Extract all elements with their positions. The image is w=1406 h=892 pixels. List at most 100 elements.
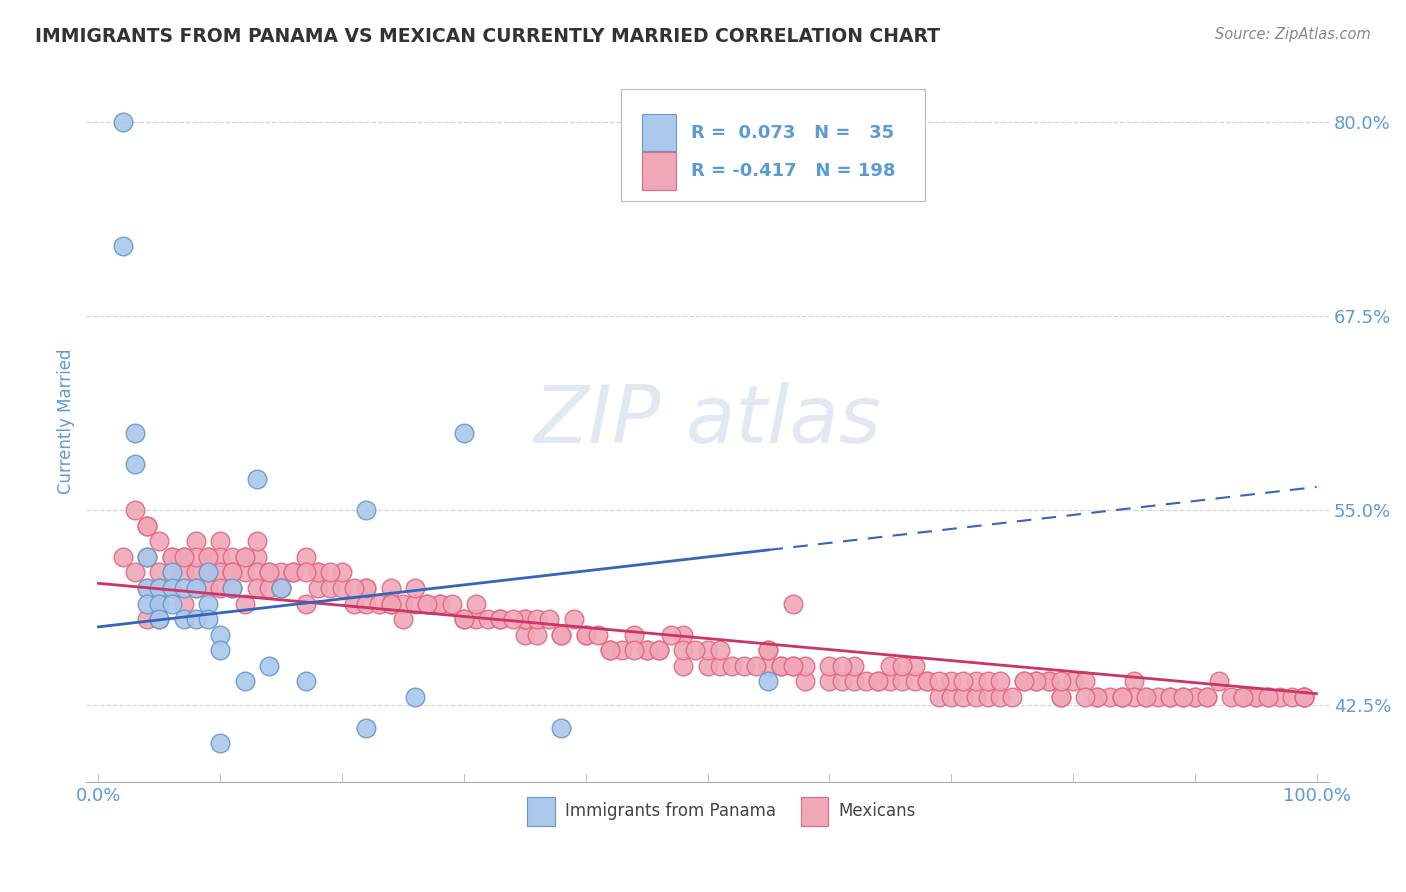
Point bbox=[392, 597, 415, 611]
Point bbox=[197, 566, 219, 580]
Point bbox=[1294, 690, 1316, 704]
Point bbox=[1195, 690, 1218, 704]
Point bbox=[429, 597, 451, 611]
Point bbox=[173, 612, 195, 626]
Point bbox=[1184, 690, 1206, 704]
Point bbox=[721, 658, 744, 673]
Point bbox=[1294, 690, 1316, 704]
Point bbox=[1111, 690, 1133, 704]
Point bbox=[1281, 690, 1303, 704]
Point bbox=[173, 581, 195, 595]
Point bbox=[330, 581, 353, 595]
Point bbox=[209, 627, 232, 641]
Point bbox=[197, 612, 219, 626]
Point bbox=[453, 612, 475, 626]
Point bbox=[1171, 690, 1194, 704]
Point bbox=[709, 643, 731, 657]
Point bbox=[904, 674, 927, 689]
Point bbox=[356, 503, 378, 517]
Point bbox=[489, 612, 512, 626]
Point bbox=[1085, 690, 1108, 704]
Point bbox=[1038, 674, 1060, 689]
Point bbox=[148, 597, 170, 611]
Point bbox=[648, 643, 671, 657]
Point bbox=[148, 612, 170, 626]
Point bbox=[928, 674, 950, 689]
Point bbox=[257, 658, 280, 673]
Point bbox=[758, 643, 780, 657]
Point bbox=[270, 566, 292, 580]
Point bbox=[294, 674, 316, 689]
Point bbox=[453, 612, 475, 626]
Point bbox=[246, 581, 269, 595]
Point bbox=[1111, 690, 1133, 704]
Point bbox=[550, 627, 572, 641]
Point bbox=[745, 658, 768, 673]
Point bbox=[1184, 690, 1206, 704]
Point bbox=[599, 643, 621, 657]
Point bbox=[1244, 690, 1267, 704]
Point bbox=[586, 627, 609, 641]
Point bbox=[794, 658, 817, 673]
Point bbox=[136, 597, 159, 611]
Point bbox=[794, 674, 817, 689]
Point bbox=[246, 534, 269, 549]
Point bbox=[380, 597, 402, 611]
Point bbox=[502, 612, 524, 626]
Point bbox=[623, 643, 645, 657]
Point bbox=[575, 627, 598, 641]
Point bbox=[160, 566, 183, 580]
Point bbox=[891, 658, 914, 673]
Point bbox=[1049, 690, 1071, 704]
Point bbox=[184, 581, 207, 595]
Point bbox=[307, 581, 329, 595]
Point bbox=[1012, 674, 1035, 689]
Point bbox=[818, 658, 841, 673]
Point bbox=[733, 658, 755, 673]
Point bbox=[1012, 674, 1035, 689]
Point bbox=[562, 612, 585, 626]
Point bbox=[1147, 690, 1170, 704]
Point bbox=[769, 658, 792, 673]
Point bbox=[257, 566, 280, 580]
Point bbox=[367, 597, 389, 611]
Point bbox=[782, 658, 804, 673]
Point bbox=[160, 597, 183, 611]
Point bbox=[148, 612, 170, 626]
Point bbox=[636, 643, 658, 657]
Bar bbox=[800, 797, 828, 826]
Point bbox=[160, 566, 183, 580]
Point bbox=[148, 534, 170, 549]
Point bbox=[111, 115, 134, 129]
Point bbox=[1294, 690, 1316, 704]
Point bbox=[173, 549, 195, 564]
Point bbox=[988, 690, 1011, 704]
Point bbox=[696, 643, 718, 657]
Point bbox=[160, 581, 183, 595]
Point bbox=[283, 566, 305, 580]
Point bbox=[184, 534, 207, 549]
Point bbox=[356, 721, 378, 735]
Bar bbox=[641, 153, 676, 190]
Point bbox=[429, 597, 451, 611]
Point bbox=[136, 549, 159, 564]
Point bbox=[136, 519, 159, 533]
Point bbox=[1074, 674, 1097, 689]
Point bbox=[148, 581, 170, 595]
FancyBboxPatch shape bbox=[620, 88, 925, 201]
Text: Immigrants from Panama: Immigrants from Panama bbox=[565, 802, 776, 820]
Point bbox=[160, 549, 183, 564]
Point bbox=[283, 566, 305, 580]
Text: IMMIGRANTS FROM PANAMA VS MEXICAN CURRENTLY MARRIED CORRELATION CHART: IMMIGRANTS FROM PANAMA VS MEXICAN CURREN… bbox=[35, 27, 941, 45]
Point bbox=[904, 658, 927, 673]
Point bbox=[915, 674, 938, 689]
Point bbox=[1268, 690, 1291, 704]
Point bbox=[453, 425, 475, 440]
Point bbox=[1135, 690, 1157, 704]
Point bbox=[136, 581, 159, 595]
Point bbox=[233, 597, 256, 611]
Point bbox=[696, 658, 718, 673]
Point bbox=[209, 581, 232, 595]
Point bbox=[160, 581, 183, 595]
Point bbox=[648, 643, 671, 657]
